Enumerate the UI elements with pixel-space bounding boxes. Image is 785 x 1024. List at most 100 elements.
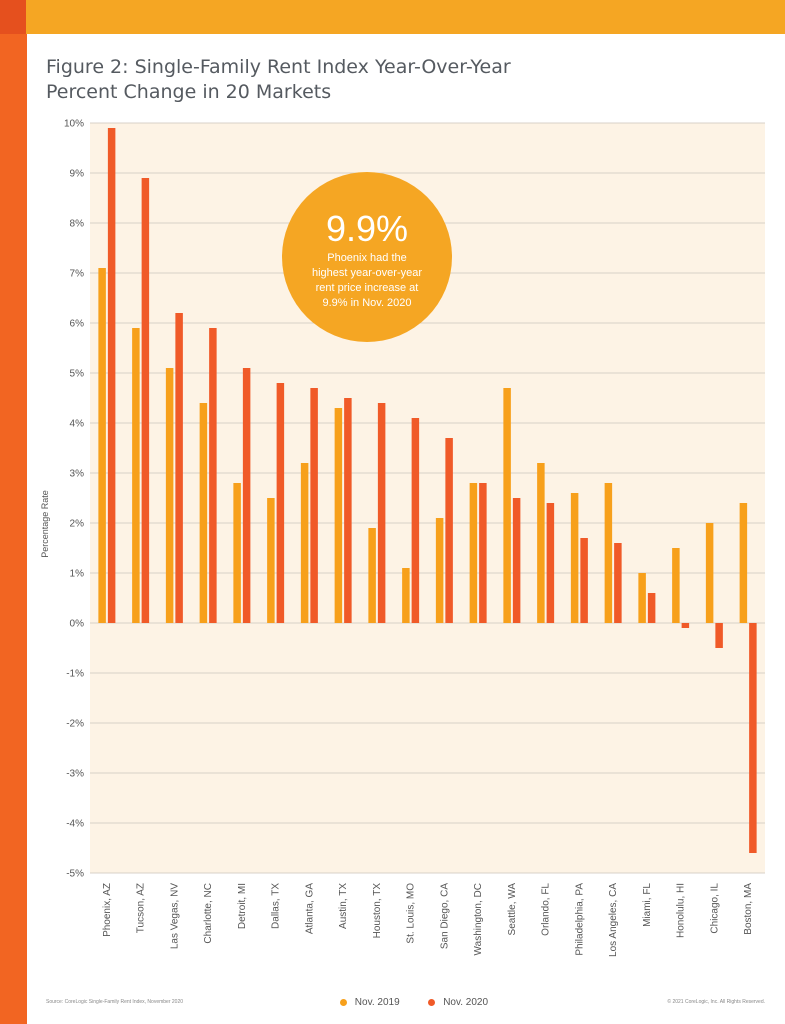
legend-item-nov-2020: Nov. 2020 — [428, 997, 488, 1008]
bar-nov-2020 — [647, 593, 656, 623]
x-tick-label: Boston, MA — [743, 883, 754, 935]
bar-nov-2020 — [546, 503, 555, 623]
y-tick-label: -3% — [66, 769, 84, 780]
x-tick-label: San Diego, CA — [439, 883, 450, 949]
bar-nov-2020 — [749, 623, 757, 853]
y-tick-label: 7% — [70, 269, 85, 280]
x-tick-label: Seattle, WA — [507, 883, 518, 936]
x-tick-labels: Phoenix, AZ Tucson, AZ Las Vegas, NV Charlo… — [102, 883, 754, 957]
bar-nov-2019 — [233, 483, 241, 623]
y-tick-label: 3% — [70, 469, 85, 480]
bar-nov-2019 — [672, 548, 680, 623]
bar-nov-2019 — [334, 408, 343, 623]
y-tick-label: 4% — [70, 419, 85, 430]
x-tick-label: Orlando, FL — [541, 883, 552, 936]
callout-circle — [282, 172, 452, 342]
figure-title-line-1: Figure 2: Single-Family Rent Index Year-… — [46, 56, 511, 78]
x-tick-label: Las Vegas, NV — [169, 883, 180, 949]
bar-nov-2020 — [310, 388, 318, 623]
bar-nov-2019 — [435, 518, 444, 623]
x-tick-label: Honolulu, HI — [676, 883, 687, 938]
bar-nov-2019 — [98, 268, 106, 623]
x-tick-label: Atlanta, GA — [304, 883, 315, 934]
legend: Nov. 2019 Nov. 2020 — [340, 997, 514, 1008]
bar-nov-2019 — [199, 403, 208, 623]
bar-nov-2019 — [503, 388, 511, 623]
bar-nov-2020 — [377, 403, 386, 623]
bar-nov-2019 — [132, 328, 140, 623]
x-tick-label: Washington, DC — [473, 883, 484, 955]
bar-nov-2019 — [368, 528, 376, 623]
bar-nov-2020 — [175, 313, 183, 623]
y-tick-label: -5% — [66, 869, 84, 880]
bar-nov-2020 — [580, 538, 588, 623]
figure-title: Figure 2: Single-Family Rent Index Year-… — [46, 55, 606, 105]
bar-chart: 10% 9% 8% 7% 6% 5% 4% 3% 2% 1% 0% -1% -2% -3% -4% -5% P… — [40, 119, 765, 957]
callout-text-line-3: rent price increase at — [316, 282, 419, 294]
legend-label: Nov. 2020 — [443, 997, 489, 1008]
bar-nov-2019 — [300, 463, 309, 623]
x-tick-label: Chicago, IL — [709, 883, 720, 934]
callout-text-line-1: Phoenix had the — [327, 252, 407, 264]
x-tick-label: Phoenix, AZ — [102, 883, 113, 937]
callout-badge: 9.9% Phoenix had the highest year-over-y… — [282, 172, 452, 342]
x-tick-label: St. Louis, MO — [406, 883, 417, 944]
source-note: Source: CoreLogic Single-Family Rent Ind… — [46, 999, 184, 1005]
y-tick-label: -4% — [66, 819, 84, 830]
y-tick-label: 2% — [70, 519, 85, 530]
bar-nov-2020 — [512, 498, 521, 623]
callout-text-line-4: 9.9% in Nov. 2020 — [322, 297, 411, 309]
bar-nov-2020 — [715, 623, 723, 648]
copyright-note: © 2021 CoreLogic, Inc. All Rights Reserv… — [667, 999, 765, 1005]
top-banner-accent — [0, 0, 26, 34]
bar-nov-2019 — [537, 463, 545, 623]
y-tick-label: 10% — [64, 119, 84, 130]
bar-nov-2019 — [570, 493, 579, 623]
bar-nov-2019 — [604, 483, 613, 623]
x-tick-label: Dallas, TX — [271, 883, 282, 929]
bar-nov-2020 — [479, 483, 487, 623]
bar-nov-2020 — [681, 623, 690, 628]
bar-nov-2020 — [445, 438, 453, 623]
x-tick-label: Detroit, MI — [237, 883, 248, 929]
y-tick-label: 9% — [70, 169, 85, 180]
bar-nov-2019 — [469, 483, 478, 623]
x-tick-label: Los Angeles, CA — [608, 883, 619, 957]
bar-nov-2019 — [402, 568, 410, 623]
bar-nov-2020 — [242, 368, 251, 623]
bar-nov-2020 — [141, 178, 150, 623]
x-tick-label: Charlotte, NC — [203, 883, 214, 944]
bar-nov-2020 — [411, 418, 420, 623]
x-tick-label: Philadelphia, PA — [574, 883, 585, 956]
legend-item-nov-2019: Nov. 2019 — [340, 997, 400, 1008]
callout-text-line-2: highest year-over-year — [312, 267, 422, 279]
y-tick-label: 8% — [70, 219, 85, 230]
y-tick-label: 6% — [70, 319, 85, 330]
top-banner — [0, 0, 785, 34]
y-tick-labels: 10% 9% 8% 7% 6% 5% 4% 3% 2% 1% 0% -1% -2% -3% -4% -5% — [64, 119, 84, 880]
y-tick-label: -2% — [66, 719, 84, 730]
y-tick-label: 1% — [70, 569, 85, 580]
figure-title-line-2: Percent Change in 20 Markets — [46, 81, 332, 103]
x-tick-label: Miami, FL — [642, 883, 653, 927]
bar-nov-2019 — [705, 523, 714, 623]
y-tick-label: 0% — [70, 619, 85, 630]
bar-nov-2019 — [165, 368, 174, 623]
legend-swatch — [340, 999, 347, 1006]
bar-nov-2019 — [267, 498, 275, 623]
x-tick-label: Tucson, AZ — [136, 883, 147, 933]
bar-nov-2020 — [614, 543, 622, 623]
x-tick-label: Austin, TX — [338, 883, 349, 929]
y-tick-label: -1% — [66, 669, 84, 680]
bar-nov-2020 — [209, 328, 217, 623]
bar-nov-2020 — [344, 398, 352, 623]
callout-value: 9.9% — [326, 208, 408, 249]
bar-nov-2019 — [638, 573, 646, 623]
bar-nov-2020 — [276, 383, 285, 623]
bar-nov-2019 — [739, 503, 748, 623]
legend-swatch — [428, 999, 436, 1006]
legend-label: Nov. 2019 — [354, 997, 400, 1008]
y-tick-label: 5% — [70, 369, 85, 380]
y-axis-label: Percentage Rate — [40, 490, 50, 558]
bars — [98, 128, 757, 853]
